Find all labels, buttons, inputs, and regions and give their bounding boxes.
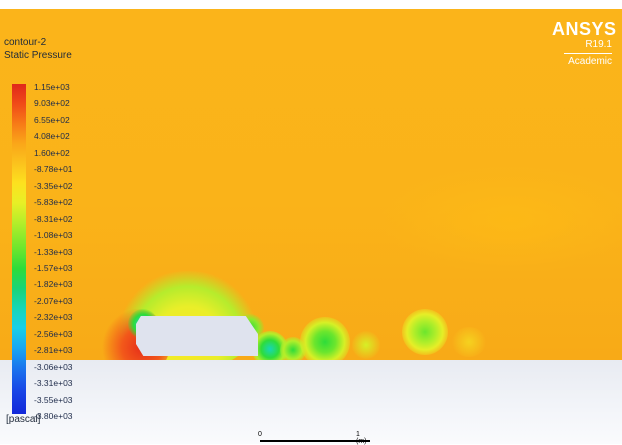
wake-vortex-3 <box>300 317 350 360</box>
legend-tick-label: -3.06e+03 <box>34 361 73 372</box>
legend-tick-label: -2.56e+03 <box>34 328 73 339</box>
legend-tick-label: -1.08e+03 <box>34 230 73 241</box>
legend-tick-label: 1.15e+03 <box>34 82 70 92</box>
wake-vortex-2 <box>280 337 306 360</box>
scale-bar: 0 1 (m) <box>258 431 372 445</box>
scale-end-label: 1 (m) <box>356 431 367 445</box>
legend-tick-label: -8.78e+01 <box>34 164 73 175</box>
legend-tick-label: 6.55e+02 <box>34 114 70 125</box>
legend-tick-label: 4.08e+02 <box>34 131 70 142</box>
scale-start-label: 0 <box>258 431 262 438</box>
wake-vortex-4 <box>352 331 380 359</box>
pressure-field <box>0 9 622 360</box>
legend-tick-label: -1.82e+03 <box>34 279 73 290</box>
legend-tick-label: 9.03e+02 <box>34 98 70 109</box>
logo-edition: Academic <box>568 56 612 67</box>
legend-units: [pascal] <box>6 414 41 425</box>
legend-tick-label: -2.32e+03 <box>34 312 73 323</box>
scale-bar-line <box>260 440 370 442</box>
legend-tick-label: -5.83e+02 <box>34 197 73 208</box>
vehicle-body <box>136 316 258 356</box>
legend-tick-label: -1.33e+03 <box>34 246 73 257</box>
legend-tick-label: -3.31e+03 <box>34 378 73 389</box>
wake-vortex-5 <box>402 309 448 355</box>
legend-tick-label: -3.55e+03 <box>34 394 73 405</box>
legend-tick-label: -3.35e+02 <box>34 180 73 191</box>
wake-vortex-6 <box>452 327 486 357</box>
logo-version: R19.1 <box>585 39 612 50</box>
legend-tick-label: -2.07e+03 <box>34 295 73 306</box>
legend-tick-label: -3.80e+03 <box>34 411 73 421</box>
legend-tick-label: -8.31e+02 <box>34 213 73 224</box>
logo-brand: ANSYS <box>552 19 617 39</box>
ansys-logo: ANSYS R19.1 Academic <box>552 19 617 68</box>
legend-contour-name: contour-2 <box>4 37 47 48</box>
legend-colorbar <box>12 84 26 414</box>
legend-tick-label: -1.57e+03 <box>34 262 73 273</box>
logo-divider <box>564 53 612 54</box>
legend-tick-label: -2.81e+03 <box>34 345 73 356</box>
legend-tick-label: 1.60e+02 <box>34 147 70 158</box>
legend-variable-name: Static Pressure <box>4 50 72 61</box>
ground-region <box>0 360 622 444</box>
